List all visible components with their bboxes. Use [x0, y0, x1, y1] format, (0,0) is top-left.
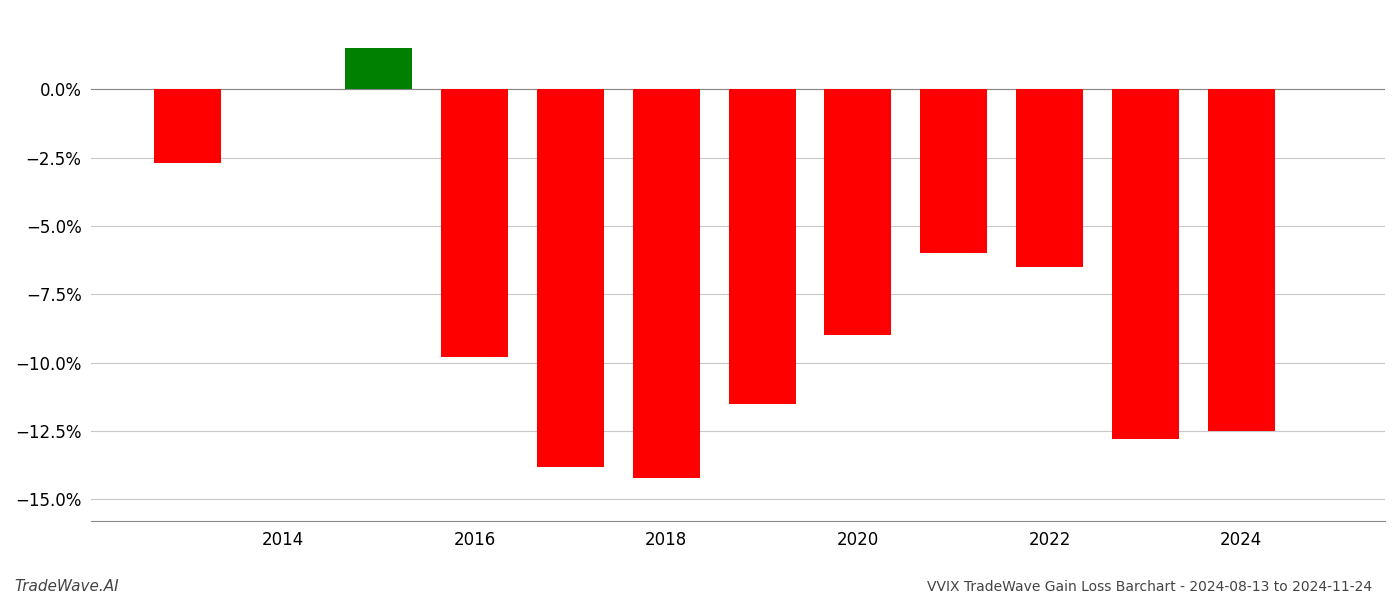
Bar: [536, 89, 603, 467]
Bar: [441, 89, 508, 357]
Bar: [346, 49, 412, 89]
Text: VVIX TradeWave Gain Loss Barchart - 2024-08-13 to 2024-11-24: VVIX TradeWave Gain Loss Barchart - 2024…: [927, 580, 1372, 594]
Bar: [728, 89, 795, 404]
Bar: [633, 89, 700, 478]
Bar: [920, 89, 987, 253]
Text: TradeWave.AI: TradeWave.AI: [14, 579, 119, 594]
Bar: [1016, 89, 1084, 267]
Bar: [1208, 89, 1275, 431]
Bar: [1112, 89, 1179, 439]
Bar: [825, 89, 892, 335]
Bar: [154, 89, 221, 163]
